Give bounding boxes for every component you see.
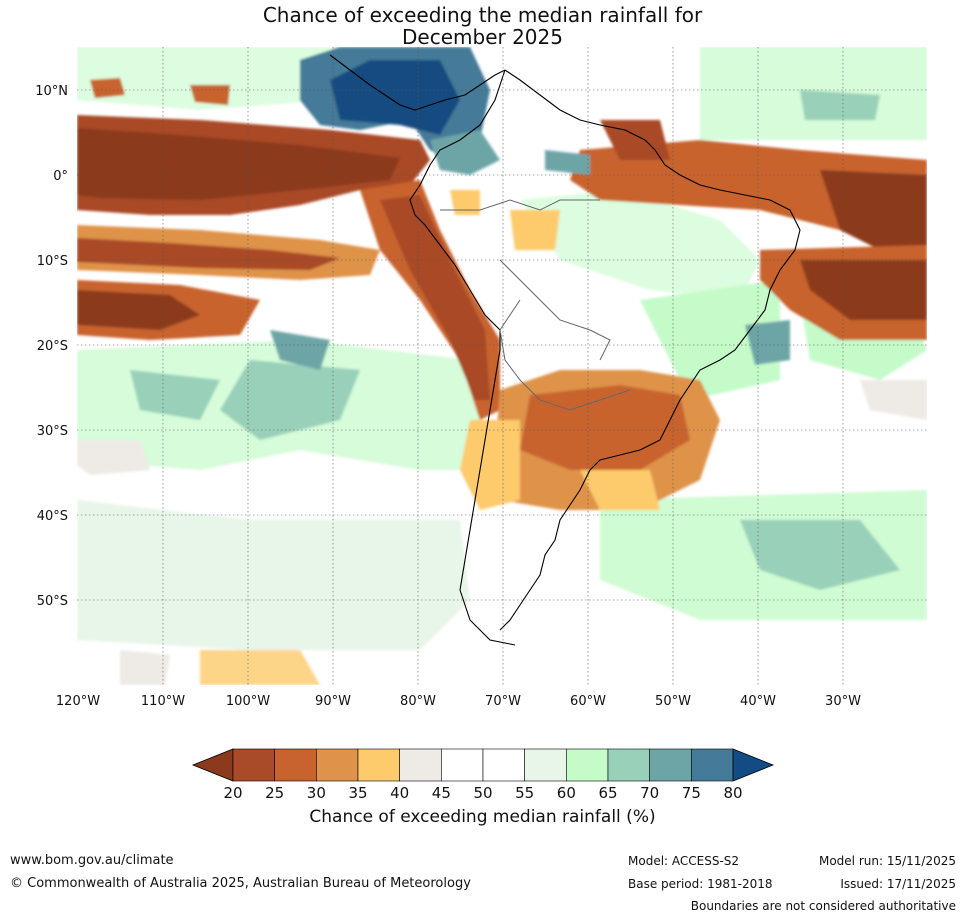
colorbar-cell	[232, 748, 275, 782]
colorbar-tick-label: 35	[348, 784, 367, 802]
colorbar-cell	[441, 748, 484, 782]
colorbar-tick-label: 70	[640, 784, 659, 802]
lat-label: 40°S	[37, 509, 68, 524]
colorbar-cell	[524, 748, 567, 782]
lon-label: 50°W	[655, 694, 691, 709]
title-line-1: Chance of exceeding the median rainfall …	[262, 3, 703, 27]
colorbar-tick-label: 60	[557, 784, 576, 802]
lon-label: 100°W	[226, 694, 270, 709]
colorbar-tick-label: 40	[390, 784, 409, 802]
lon-label: 70°W	[485, 694, 521, 709]
title-line-2: December 2025	[402, 25, 563, 49]
colorbar-tick-label: 75	[682, 784, 701, 802]
model-run: Model run: 15/11/2025	[818, 854, 956, 868]
colorbar-cell	[566, 748, 609, 782]
colorbar-cell	[691, 748, 734, 782]
colorbar-tick-label: 50	[473, 784, 492, 802]
lat-label: 50°S	[37, 594, 68, 609]
copyright: © Commonwealth of Australia 2025, Austra…	[10, 876, 471, 891]
colorbar-low-arrow	[191, 748, 234, 782]
colorbar-cell	[649, 748, 692, 782]
lon-label: 60°W	[570, 694, 606, 709]
lon-label: 120°W	[56, 694, 100, 709]
lon-label: 110°W	[141, 694, 185, 709]
borders	[440, 199, 631, 411]
lat-label: 0°	[53, 169, 68, 184]
base-period: Base period: 1981-2018	[628, 877, 773, 891]
colorbar-tick-label: 30	[307, 784, 326, 802]
lon-label: 30°W	[825, 694, 861, 709]
lon-label: 80°W	[400, 694, 436, 709]
colorbar-tick-label: 80	[723, 784, 742, 802]
lat-label: 10°S	[37, 254, 68, 269]
lon-label: 90°W	[315, 694, 351, 709]
colorbar: 20 25 30 35 40 45 50 55 60 65 70 75 80	[191, 748, 775, 802]
lat-label: 20°S	[37, 339, 68, 354]
colorbar-cell	[607, 748, 650, 782]
colorbar-cell	[274, 748, 317, 782]
colorbar-tick-label: 20	[223, 784, 242, 802]
colorbar-tick-label: 45	[432, 784, 451, 802]
colorbar-tick-label: 55	[515, 784, 534, 802]
lat-label: 30°S	[37, 424, 68, 439]
colorbar-cell	[357, 748, 400, 782]
disclaimer: Boundaries are not considered authoritat…	[690, 899, 956, 913]
rainfall-field	[77, 47, 927, 685]
lon-label: 40°W	[740, 694, 776, 709]
model-name: Model: ACCESS-S2	[628, 854, 740, 868]
colorbar-tick-label: 65	[598, 784, 617, 802]
colorbar-cell	[316, 748, 359, 782]
website-link[interactable]: www.bom.gov.au/climate	[10, 853, 174, 868]
colorbar-high-arrow	[732, 748, 775, 782]
coastlines	[329, 54, 801, 646]
issued-date: Issued: 17/11/2025	[840, 877, 956, 891]
colorbar-cell	[399, 748, 442, 782]
graticule	[77, 47, 927, 685]
colorbar-tick-label: 25	[265, 784, 284, 802]
map-title: Chance of exceeding the median rainfall …	[0, 4, 965, 48]
lat-label: 10°N	[35, 84, 68, 99]
colorbar-title: Chance of exceeding median rainfall (%)	[309, 807, 656, 827]
colorbar-cell	[482, 748, 525, 782]
